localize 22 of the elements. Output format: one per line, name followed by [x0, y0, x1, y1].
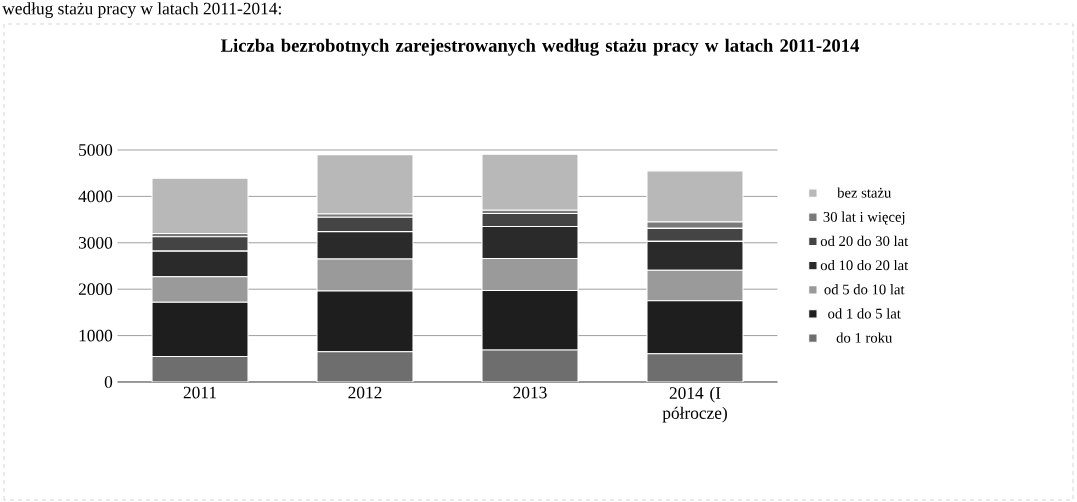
legend-label: do 1 roku [836, 332, 893, 343]
x-tick-label: 2014 (I półrocze) [662, 386, 727, 423]
y-tick-label: 1000 [79, 329, 113, 342]
legend-label: od 10 do 20 lat [820, 259, 909, 271]
y-tick-label: 3000 [78, 236, 113, 249]
y-tick-label: 4000 [78, 190, 113, 203]
legend-label: od 5 do 10 lat [824, 284, 905, 295]
legend-label: od 20 do 30 lat [820, 235, 909, 247]
x-tick-label: 2013 [513, 386, 547, 399]
legend-label: 30 lat i więcej [823, 211, 905, 225]
x-tick-label: 2012 [348, 386, 382, 399]
bar [316, 154, 414, 215]
bar [481, 153, 579, 211]
text: według stażu pracy w latach 2011-2014: [2, 2, 281, 19]
bar [151, 177, 249, 235]
y-tick-label: 0 [104, 376, 113, 388]
legend-label: od 1 do 5 lat [828, 308, 901, 319]
legend-label: bez stażu [837, 187, 892, 198]
y-tick-label: 5000 [79, 144, 113, 156]
x-tick-label: 2011 [183, 386, 216, 399]
chart-title: Liczba bezrobotnych zarejestrowanych według stażu pracy w latach 2011-2014 [220, 38, 860, 56]
y-tick-label: 2000 [78, 283, 113, 296]
